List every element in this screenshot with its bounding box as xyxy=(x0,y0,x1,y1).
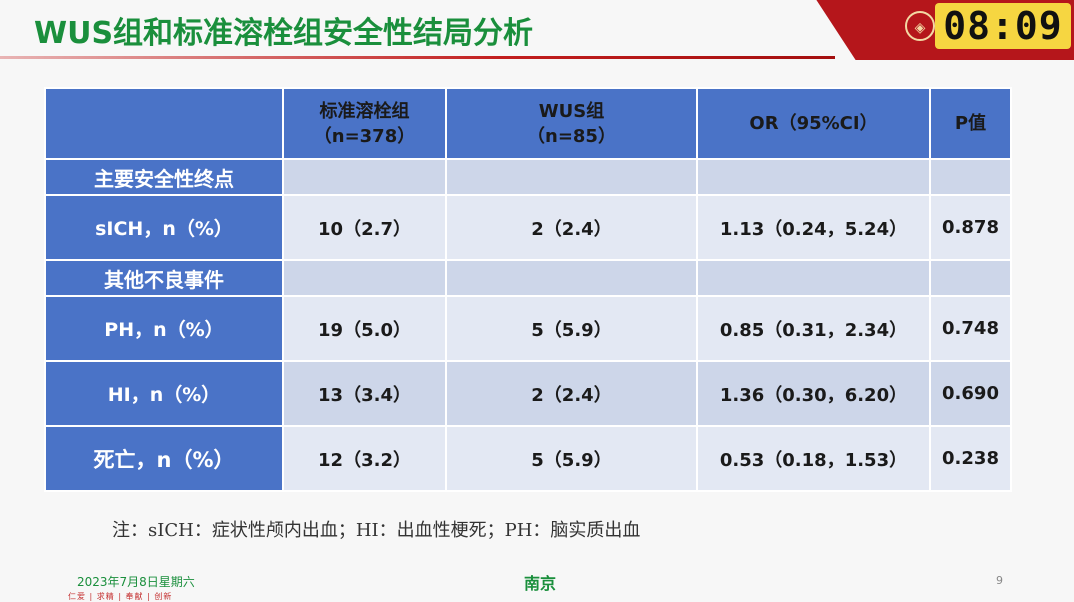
table-header-row: 标准溶栓组 （n=378） WUS组 （n=85） OR（95%CI） P值 xyxy=(44,87,1012,160)
cell-p: 0.238 xyxy=(929,425,1012,492)
header-standard-n: （n=378） xyxy=(313,125,416,147)
header-corner xyxy=(44,87,284,160)
table-row: PH，n（%） 19（5.0） 5（5.9） 0.85（0.31，2.34） 0… xyxy=(44,295,1012,362)
page-number: 9 xyxy=(996,574,1003,587)
cell-p: 0.690 xyxy=(929,360,1012,427)
footer-city: 南京 xyxy=(524,574,557,593)
header-p: P值 xyxy=(929,87,1012,160)
cell-p: 0.878 xyxy=(929,194,1012,261)
cell-wus: 5（5.9） xyxy=(445,295,698,362)
cell-standard: 12（3.2） xyxy=(282,425,447,492)
table-cell xyxy=(282,158,447,196)
section-label: 主要安全性终点 xyxy=(44,158,284,196)
table-footnote: 注：sICH：症状性颅内出血；HI：出血性梗死；PH：脑实质出血 xyxy=(112,520,641,541)
cell-wus: 2（2.4） xyxy=(445,194,698,261)
shield-badge-icon: ◈ xyxy=(905,11,935,41)
table-row: HI，n（%） 13（3.4） 2（2.4） 1.36（0.30，6.20） 0… xyxy=(44,360,1012,427)
section-row-other: 其他不良事件 xyxy=(44,259,1012,297)
row-label: sICH，n（%） xyxy=(44,194,284,261)
slide-title: WUS组和标准溶栓组安全性结局分析 xyxy=(34,16,534,51)
cell-p: 0.748 xyxy=(929,295,1012,362)
header-wus: WUS组 （n=85） xyxy=(445,87,698,160)
cell-standard: 13（3.4） xyxy=(282,360,447,427)
table-cell xyxy=(282,259,447,297)
row-label: 死亡，n（%） xyxy=(44,425,284,492)
safety-outcome-table: 标准溶栓组 （n=378） WUS组 （n=85） OR（95%CI） P值 主… xyxy=(44,87,1012,492)
table-cell xyxy=(445,158,698,196)
table-cell xyxy=(929,158,1012,196)
header-standard: 标准溶栓组 （n=378） xyxy=(282,87,447,160)
table-cell xyxy=(696,259,931,297)
row-label: HI，n（%） xyxy=(44,360,284,427)
section-row-primary: 主要安全性终点 xyxy=(44,158,1012,196)
footer-motto: 仁爱 | 求精 | 奉献 | 创新 xyxy=(68,592,173,601)
table-cell xyxy=(445,259,698,297)
table-cell xyxy=(929,259,1012,297)
row-label: PH，n（%） xyxy=(44,295,284,362)
table-row: 死亡，n（%） 12（3.2） 5（5.9） 0.53（0.18，1.53） 0… xyxy=(44,425,1012,492)
title-divider xyxy=(0,56,835,59)
cell-or: 1.36（0.30，6.20） xyxy=(696,360,931,427)
table-cell xyxy=(696,158,931,196)
header-wus-n: （n=85） xyxy=(527,125,616,147)
cell-or: 0.85（0.31，2.34） xyxy=(696,295,931,362)
cell-standard: 19（5.0） xyxy=(282,295,447,362)
header-wus-name: WUS组 xyxy=(538,100,605,122)
cell-or: 1.13（0.24，5.24） xyxy=(696,194,931,261)
footer-date: 2023年7月8日星期六 xyxy=(77,575,195,589)
section-label: 其他不良事件 xyxy=(44,259,284,297)
header-standard-name: 标准溶栓组 xyxy=(319,100,410,122)
cell-standard: 10（2.7） xyxy=(282,194,447,261)
table-row: sICH，n（%） 10（2.7） 2（2.4） 1.13（0.24，5.24）… xyxy=(44,194,1012,261)
timer-display: 08:09 xyxy=(935,3,1071,49)
cell-wus: 2（2.4） xyxy=(445,360,698,427)
header-or: OR（95%CI） xyxy=(696,87,931,160)
cell-or: 0.53（0.18，1.53） xyxy=(696,425,931,492)
cell-wus: 5（5.9） xyxy=(445,425,698,492)
